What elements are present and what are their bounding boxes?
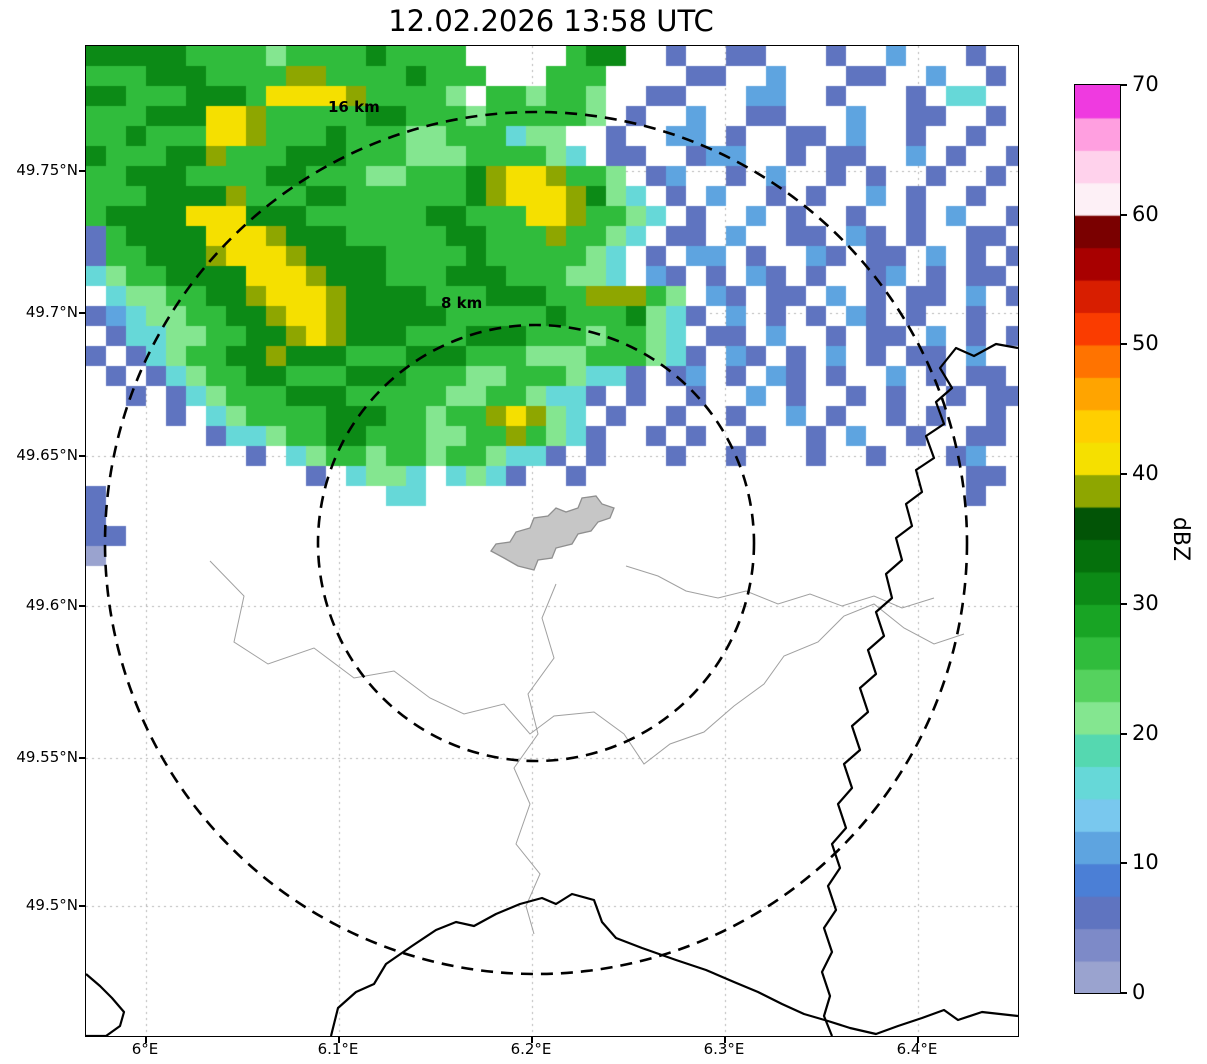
- lon-tick-label: 6.4°E: [896, 1040, 938, 1058]
- lat-tick-label: 49.75°N: [16, 161, 78, 179]
- lat-tick-mark: [79, 757, 85, 759]
- lat-tick-mark: [79, 605, 85, 607]
- country-border-line: [329, 892, 1018, 1036]
- admin-boundary-line: [513, 583, 557, 935]
- colorbar-tick-mark: [1120, 732, 1127, 735]
- lat-tick-label: 49.55°N: [16, 748, 78, 766]
- lat-tick-mark: [79, 455, 85, 457]
- colorbar-tick-mark: [1120, 602, 1127, 605]
- lon-tick-label: 6°E: [131, 1040, 159, 1058]
- map-overlay: 8 km 16 km: [86, 98, 1018, 1036]
- city-area-polygon: [490, 495, 615, 571]
- map-plot-area: 8 km 16 km: [85, 45, 1019, 1037]
- lon-tick-mark: [724, 1037, 726, 1043]
- colorbar-canvas: [1075, 85, 1120, 993]
- lon-axis-labels: 6°E 6.1°E 6.2°E 6.3°E 6.4°E: [0, 1040, 1207, 1062]
- admin-boundary-line: [209, 560, 965, 765]
- colorbar-tick-label: 50: [1132, 331, 1159, 356]
- lon-tick-mark: [145, 1037, 147, 1043]
- lat-tick-mark: [79, 905, 85, 907]
- lon-tick-mark: [917, 1037, 919, 1043]
- lat-tick-label: 49.65°N: [16, 446, 78, 464]
- country-border-line: [86, 973, 126, 1036]
- colorbar-tick-mark: [1120, 84, 1127, 86]
- lon-tick-label: 6.1°E: [317, 1040, 359, 1058]
- lat-tick-mark: [79, 170, 85, 172]
- lon-tick-mark: [338, 1037, 340, 1043]
- lon-tick-mark: [531, 1037, 533, 1043]
- lat-tick-label: 49.5°N: [25, 896, 78, 914]
- colorbar-tick-label: 70: [1132, 72, 1159, 96]
- lat-tick-label: 49.7°N: [25, 303, 78, 321]
- colorbar-tick-mark: [1120, 213, 1127, 216]
- range-ring-label: 16 km: [328, 98, 380, 116]
- range-ring-circle: [103, 110, 969, 976]
- colorbar-tick-label: 30: [1132, 590, 1159, 615]
- colorbar-frame: [1074, 84, 1121, 994]
- lon-tick-label: 6.3°E: [703, 1040, 745, 1058]
- colorbar-tick-label: 10: [1132, 850, 1159, 875]
- lon-tick-label: 6.2°E: [510, 1040, 552, 1058]
- colorbar-tick-mark: [1120, 473, 1127, 476]
- colorbar-unit-label: dBZ: [1168, 516, 1193, 562]
- colorbar-tick-label: 20: [1132, 720, 1159, 745]
- plot-title: 12.02.2026 13:58 UTC: [388, 4, 714, 38]
- colorbar-tick-label: 0: [1132, 980, 1146, 1004]
- colorbar-tick-label: 60: [1132, 201, 1159, 226]
- admin-boundary-line: [625, 565, 935, 609]
- colorbar-tick-mark: [1120, 992, 1127, 994]
- country-border-line: [820, 342, 1018, 1036]
- colorbar-tick-mark: [1120, 862, 1127, 865]
- range-ring-circle: [316, 323, 756, 763]
- lat-tick-label: 49.6°N: [25, 596, 78, 614]
- colorbar-tick-mark: [1120, 343, 1127, 346]
- lat-tick-mark: [79, 312, 85, 314]
- range-ring-label: 8 km: [441, 294, 482, 312]
- lat-axis-labels: 49.75°N 49.7°N 49.65°N 49.6°N 49.55°N 49.5°N: [0, 0, 78, 1064]
- colorbar-tick-label: 40: [1132, 461, 1159, 486]
